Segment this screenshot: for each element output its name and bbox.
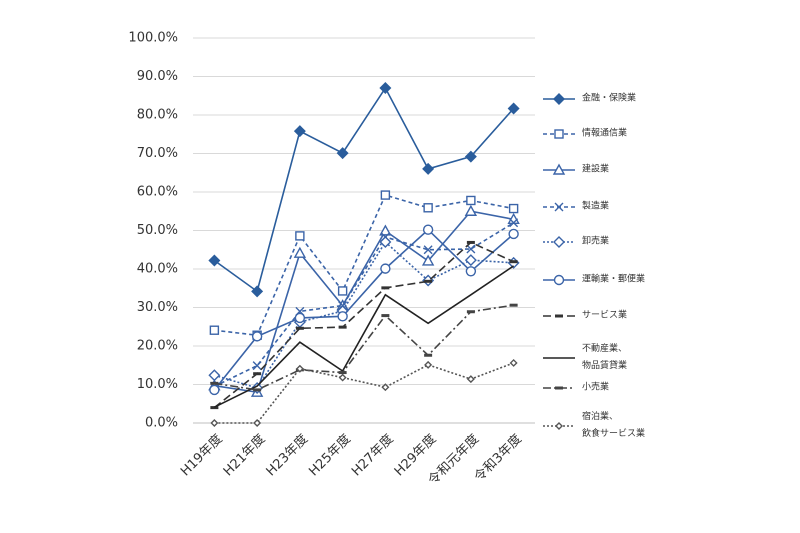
marker — [508, 228, 519, 240]
series-line — [213, 241, 514, 409]
y-tick-label: 90.0% — [137, 69, 178, 84]
series-line — [214, 210, 514, 394]
x-tick-label: H25年度 — [306, 431, 354, 479]
marker — [466, 244, 476, 254]
y-tick-label: 40.0% — [137, 262, 178, 277]
marker — [295, 231, 305, 241]
marker — [554, 129, 564, 139]
marker — [553, 274, 565, 286]
series — [210, 303, 518, 392]
series-line — [214, 194, 514, 337]
legend-label: 不動産業、 物品賃貸業 — [582, 344, 628, 371]
legend-label: 建設業 — [582, 164, 610, 175]
marker — [555, 422, 563, 430]
marker — [465, 266, 477, 277]
marker — [338, 373, 347, 382]
marker — [553, 93, 565, 105]
marker — [507, 102, 520, 115]
marker — [464, 150, 477, 163]
marker — [336, 147, 349, 160]
y-tick-label: 30.0% — [137, 300, 178, 315]
series-line — [214, 304, 514, 391]
x-tick-label: H27年度 — [348, 431, 396, 479]
legend-label: 運輸業・郵便業 — [582, 274, 646, 285]
legend-label: 小売業 — [582, 382, 610, 393]
marker — [509, 218, 519, 228]
series — [210, 358, 518, 427]
legend-label: 製造業 — [582, 201, 610, 212]
marker — [210, 419, 219, 427]
y-tick-label: 80.0% — [137, 108, 178, 123]
y-tick-label: 0.0% — [145, 416, 178, 431]
x-tick-label: H19年度 — [177, 431, 225, 479]
marker — [294, 312, 306, 324]
marker — [424, 360, 433, 369]
marker — [381, 383, 390, 392]
marker — [509, 358, 518, 367]
marker — [552, 163, 566, 175]
marker — [295, 364, 304, 373]
marker — [423, 245, 433, 255]
marker — [464, 204, 478, 216]
series — [210, 240, 518, 410]
x-tick-label: H21年度 — [220, 431, 268, 479]
legend-label: 卸売業 — [582, 236, 610, 247]
marker — [208, 254, 221, 267]
marker — [337, 286, 348, 296]
marker — [208, 369, 221, 382]
marker — [422, 162, 435, 175]
y-tick-label: 10.0% — [137, 377, 178, 392]
series-line — [214, 222, 515, 388]
marker — [553, 236, 565, 248]
series — [208, 236, 520, 394]
x-tick-label: 令和3年度 — [471, 431, 525, 485]
marker — [293, 246, 307, 258]
y-tick-label: 50.0% — [137, 223, 178, 238]
marker — [379, 236, 392, 249]
marker — [253, 419, 262, 427]
marker — [466, 195, 476, 206]
marker — [379, 224, 392, 236]
marker — [466, 375, 475, 384]
marker — [464, 254, 477, 267]
marker — [380, 190, 391, 200]
series — [214, 265, 515, 408]
series-line — [214, 362, 514, 424]
legend-label: サービス業 — [582, 310, 628, 321]
marker — [508, 203, 519, 214]
marker — [421, 254, 435, 266]
marker — [379, 82, 392, 95]
marker — [209, 384, 220, 396]
series-line — [213, 86, 515, 293]
legend-label: 金融・保険業 — [582, 93, 637, 104]
y-tick-label: 70.0% — [137, 146, 178, 161]
marker — [423, 203, 433, 213]
marker — [209, 325, 220, 335]
y-tick-label: 20.0% — [137, 339, 178, 354]
marker — [293, 125, 306, 138]
marker — [554, 202, 564, 212]
series-line — [213, 228, 515, 391]
marker — [251, 331, 263, 342]
y-tick-label: 60.0% — [137, 185, 178, 200]
series — [209, 190, 519, 340]
marker — [422, 224, 434, 235]
series — [208, 82, 520, 298]
series — [209, 224, 519, 396]
marker — [337, 311, 348, 322]
series-line — [214, 265, 515, 408]
legend-label: 情報通信業 — [582, 128, 628, 139]
marker — [380, 263, 391, 274]
series — [209, 218, 519, 391]
x-tick-label: H23年度 — [263, 431, 311, 479]
y-tick-label: 100.0% — [128, 31, 178, 46]
legend-label: 宿泊業、 飲食サービス業 — [582, 412, 646, 439]
marker — [251, 285, 264, 298]
marker — [252, 361, 262, 371]
